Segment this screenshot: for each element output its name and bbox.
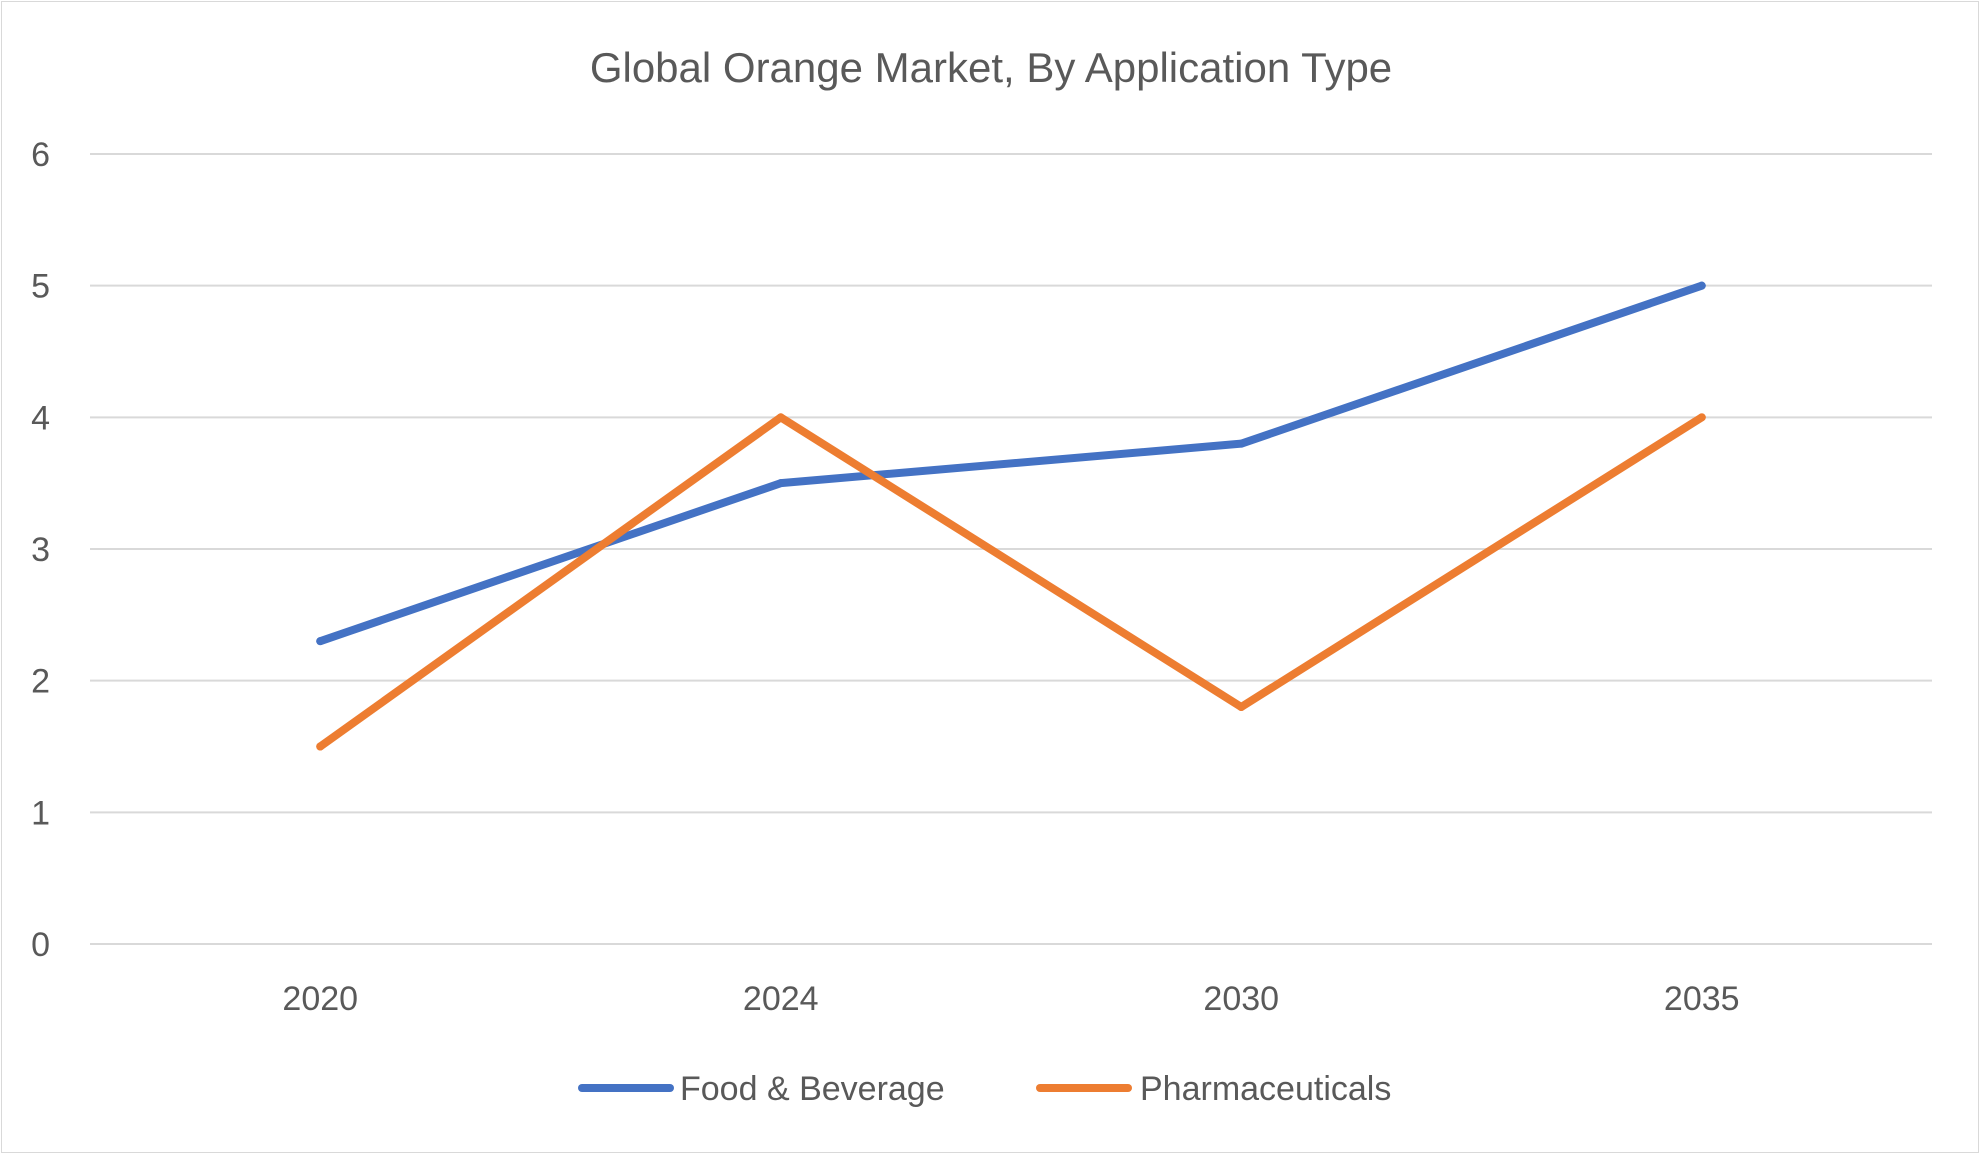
series-line-food-beverage: [316, 281, 1706, 646]
x-tick-label: 2035: [1664, 980, 1740, 1018]
gridlines: [90, 153, 1932, 945]
y-tick-label: 6: [31, 136, 50, 174]
x-tick-label: 2020: [282, 980, 358, 1018]
legend-label: Pharmaceuticals: [1140, 1070, 1391, 1108]
y-tick-label: 3: [31, 531, 50, 569]
x-axis-ticks: 2020 2024 2030 2035: [282, 980, 1739, 1018]
data-point-pharmaceuticals: [316, 742, 325, 751]
series-lines: [316, 281, 1706, 751]
legend: Food & Beverage Pharmaceuticals: [578, 1070, 1391, 1108]
data-point-pharmaceuticals: [1697, 413, 1706, 422]
y-tick-label: 0: [31, 926, 50, 964]
x-tick-label: 2030: [1203, 980, 1279, 1018]
x-tick-label: 2024: [743, 980, 819, 1018]
chart-title: Global Orange Market, By Application Typ…: [590, 44, 1392, 91]
y-tick-label: 4: [31, 399, 50, 437]
data-point-pharmaceuticals: [1237, 703, 1246, 711]
y-tick-label: 2: [31, 663, 50, 701]
data-point-food-beverage: [316, 637, 325, 646]
data-point-pharmaceuticals: [776, 413, 785, 422]
legend-label: Food & Beverage: [680, 1070, 945, 1108]
y-axis-ticks: 0 1 2 3 4 5 6: [31, 136, 50, 964]
data-point-food-beverage: [776, 479, 785, 488]
data-point-food-beverage: [1697, 281, 1706, 290]
y-tick-label: 1: [31, 794, 50, 832]
y-tick-label: 5: [31, 268, 50, 306]
series-line-pharmaceuticals: [316, 413, 1706, 751]
data-point-food-beverage: [1237, 439, 1246, 448]
